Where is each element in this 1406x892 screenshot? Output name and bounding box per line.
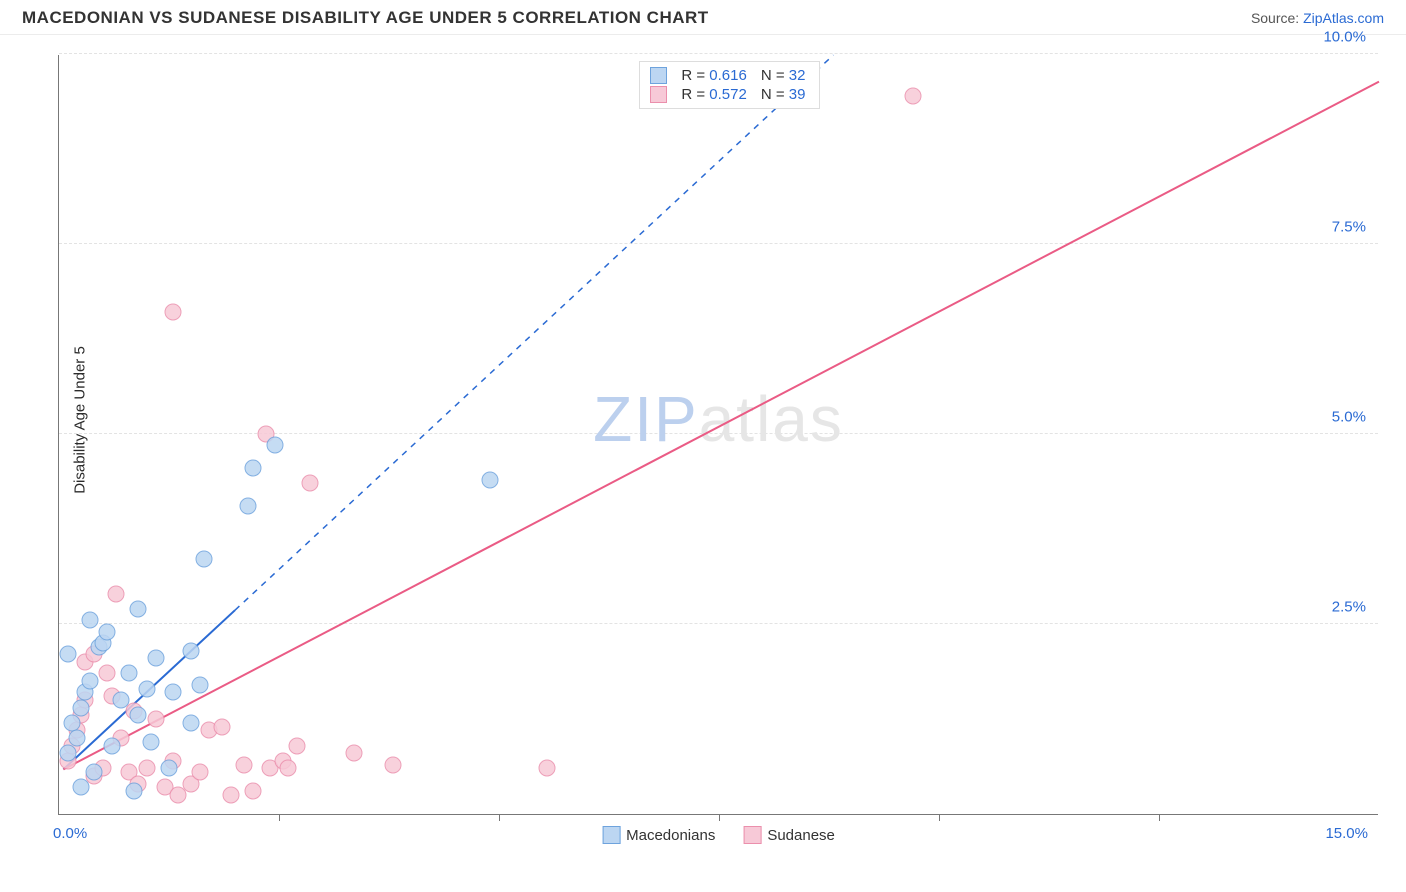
marker-macedonians	[86, 764, 103, 781]
marker-macedonians	[482, 471, 499, 488]
stats-row-sudanese: R = 0.572 N = 39	[650, 85, 805, 104]
marker-macedonians	[73, 699, 90, 716]
marker-sudanese	[108, 585, 125, 602]
stat-r-label-1: R =	[681, 86, 709, 103]
marker-sudanese	[213, 718, 230, 735]
chart-source: Source: ZipAtlas.com	[1251, 10, 1384, 26]
marker-macedonians	[147, 650, 164, 667]
marker-sudanese	[191, 764, 208, 781]
marker-macedonians	[139, 680, 156, 697]
trend-line-macedonians-dashed	[235, 55, 833, 610]
marker-macedonians	[121, 665, 138, 682]
marker-sudanese	[345, 745, 362, 762]
legend-label-sudanese: Sudanese	[767, 827, 835, 844]
marker-macedonians	[183, 714, 200, 731]
stat-r-value-1: 0.572	[709, 86, 747, 103]
marker-sudanese	[279, 760, 296, 777]
marker-macedonians	[81, 612, 98, 629]
legend-swatch-macedonians	[602, 826, 620, 844]
stat-r-label-0: R =	[681, 67, 709, 84]
marker-sudanese	[222, 787, 239, 804]
legend: Macedonians Sudanese	[602, 826, 835, 844]
stats-box: R = 0.616 N = 32 R = 0.572 N = 39	[639, 61, 820, 109]
stats-row-macedonians: R = 0.616 N = 32	[650, 66, 805, 85]
marker-macedonians	[73, 779, 90, 796]
stat-n-value-0: 32	[789, 67, 806, 84]
plot-area: 2.5%5.0%7.5%10.0% ZIPatlas R = 0.616N = …	[58, 55, 1378, 815]
legend-swatch-sudanese	[743, 826, 761, 844]
stat-n-value-1: 39	[789, 86, 806, 103]
marker-sudanese	[301, 475, 318, 492]
chart-header: MACEDONIAN VS SUDANESE DISABILITY AGE UN…	[0, 0, 1406, 35]
x-min-label: 0.0%	[53, 825, 87, 842]
x-max-label: 15.0%	[1325, 825, 1368, 842]
marker-sudanese	[539, 760, 556, 777]
x-tick	[1159, 814, 1160, 821]
swatch-macedonians	[650, 67, 667, 84]
marker-macedonians	[244, 460, 261, 477]
marker-macedonians	[266, 437, 283, 454]
stat-n-label-1: N =	[761, 86, 789, 103]
y-tick-label: 10.0%	[1323, 29, 1366, 46]
marker-macedonians	[161, 760, 178, 777]
marker-macedonians	[191, 676, 208, 693]
x-tick	[499, 814, 500, 821]
marker-macedonians	[183, 642, 200, 659]
x-tick	[279, 814, 280, 821]
chart-title: MACEDONIAN VS SUDANESE DISABILITY AGE UN…	[22, 8, 709, 28]
marker-macedonians	[196, 551, 213, 568]
marker-macedonians	[125, 783, 142, 800]
x-tick	[719, 814, 720, 821]
marker-sudanese	[139, 760, 156, 777]
marker-sudanese	[147, 711, 164, 728]
legend-label-macedonians: Macedonians	[626, 827, 715, 844]
swatch-sudanese	[650, 86, 667, 103]
marker-macedonians	[81, 673, 98, 690]
stat-n-label-0: N =	[761, 67, 789, 84]
legend-item-sudanese: Sudanese	[743, 826, 835, 844]
marker-sudanese	[385, 756, 402, 773]
gridline	[59, 53, 1378, 54]
marker-sudanese	[904, 87, 921, 104]
stat-r-value-0: 0.616	[709, 67, 747, 84]
marker-sudanese	[235, 756, 252, 773]
marker-sudanese	[244, 783, 261, 800]
marker-macedonians	[99, 623, 116, 640]
x-tick	[939, 814, 940, 821]
source-link[interactable]: ZipAtlas.com	[1303, 10, 1384, 26]
marker-macedonians	[59, 646, 76, 663]
marker-macedonians	[165, 684, 182, 701]
marker-sudanese	[288, 737, 305, 754]
marker-sudanese	[165, 304, 182, 321]
source-label: Source:	[1251, 10, 1303, 26]
marker-macedonians	[68, 730, 85, 747]
marker-macedonians	[130, 600, 147, 617]
marker-macedonians	[240, 498, 257, 515]
marker-macedonians	[103, 737, 120, 754]
marker-macedonians	[59, 745, 76, 762]
marker-macedonians	[112, 692, 129, 709]
marker-macedonians	[130, 707, 147, 724]
trend-line-sudanese	[63, 82, 1379, 770]
marker-sudanese	[99, 665, 116, 682]
legend-item-macedonians: Macedonians	[602, 826, 715, 844]
marker-macedonians	[143, 733, 160, 750]
